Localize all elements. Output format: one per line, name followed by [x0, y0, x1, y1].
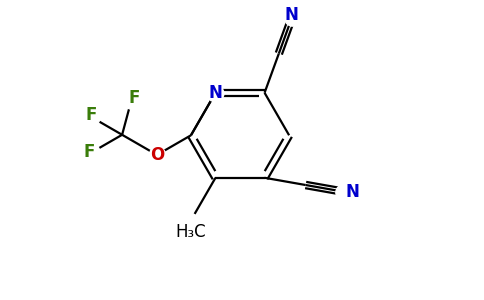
Text: O: O [150, 146, 164, 164]
Text: N: N [209, 84, 223, 102]
Text: N: N [345, 183, 359, 201]
Text: F: F [86, 106, 97, 124]
Text: N: N [285, 6, 299, 24]
Text: F: F [128, 89, 139, 107]
Text: F: F [83, 143, 95, 161]
Text: H₃C: H₃C [175, 223, 206, 241]
